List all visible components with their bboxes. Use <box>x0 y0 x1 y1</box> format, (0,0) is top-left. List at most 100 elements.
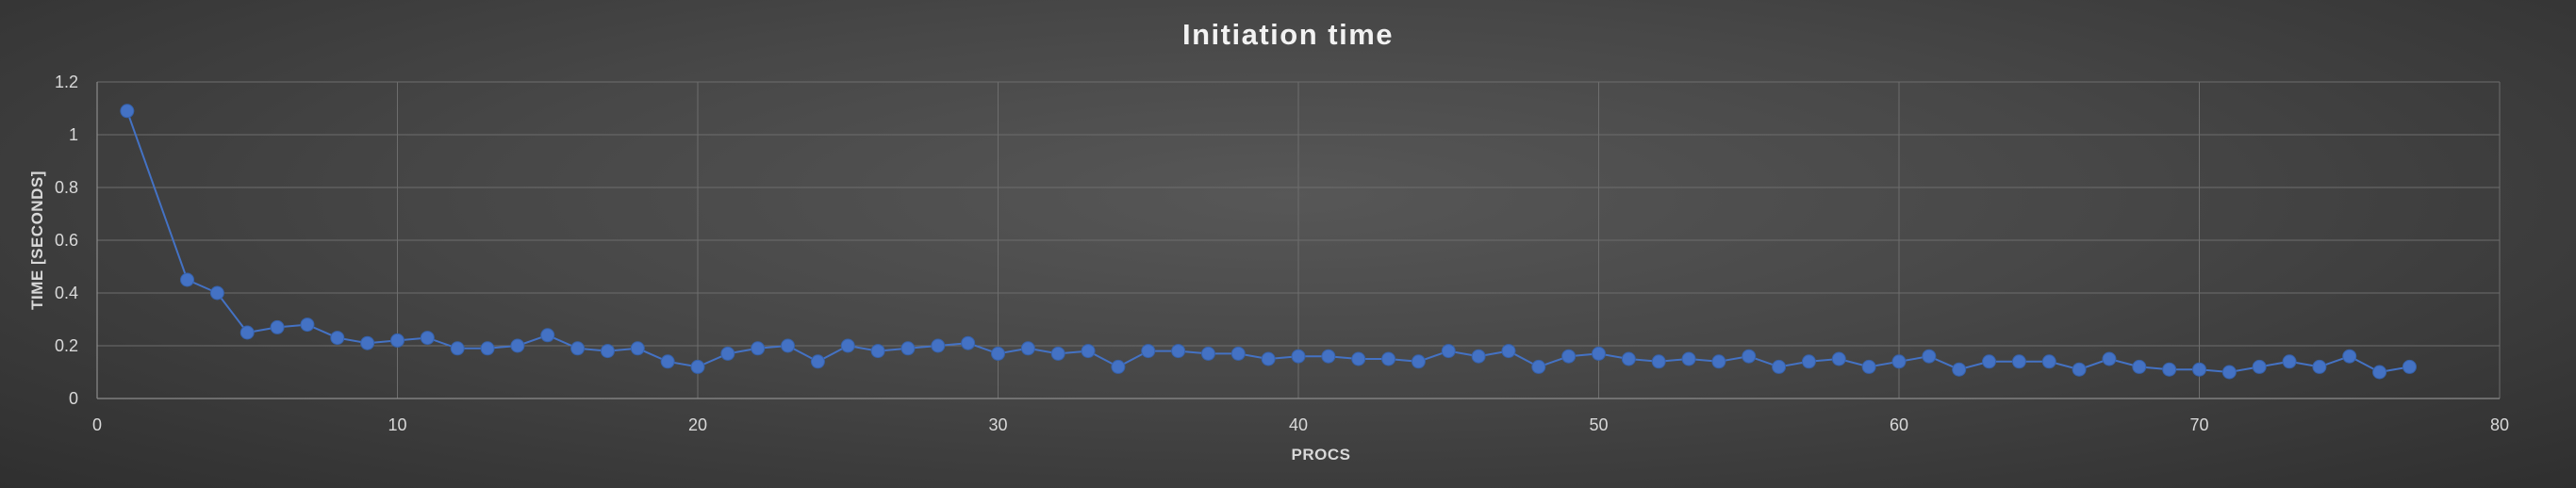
data-point <box>2132 359 2147 374</box>
axes <box>96 82 2500 399</box>
data-point <box>2072 362 2087 377</box>
data-point <box>1772 359 1787 374</box>
data-point <box>1441 344 1456 359</box>
chart-title: Initiation time <box>1182 18 1394 51</box>
data-point <box>330 331 345 346</box>
data-point <box>2282 354 2297 369</box>
gridlines <box>97 81 2501 399</box>
data-point <box>2342 349 2357 364</box>
data-point <box>1531 359 1546 374</box>
data-point <box>209 285 224 301</box>
data-point <box>751 341 766 356</box>
data-point <box>420 331 435 346</box>
data-point <box>1321 349 1336 364</box>
data-point <box>1861 359 1876 374</box>
data-point <box>2221 365 2237 380</box>
y-tick-label: 0.6 <box>55 231 78 250</box>
x-axis-ticks: 0 10 20 30 40 50 60 70 80 <box>92 415 2509 434</box>
data-point <box>1111 359 1126 374</box>
data-point <box>1982 354 1997 369</box>
data-point <box>450 341 465 356</box>
x-tick-label: 70 <box>2189 415 2208 434</box>
data-point <box>690 359 705 374</box>
x-tick-label: 0 <box>92 415 102 434</box>
data-point <box>1261 351 1276 366</box>
x-tick-label: 60 <box>1890 415 1908 434</box>
data-point <box>1651 354 1666 369</box>
y-tick-label: 0.4 <box>55 284 78 302</box>
data-point <box>2192 362 2206 377</box>
data-point <box>931 338 946 353</box>
data-point <box>991 346 1005 361</box>
x-tick-label: 30 <box>988 415 1007 434</box>
data-point <box>870 344 885 359</box>
data-point <box>630 341 645 356</box>
y-tick-label: 0.2 <box>55 336 78 355</box>
data-point <box>840 338 855 353</box>
data-point <box>360 335 375 350</box>
data-point <box>239 325 255 340</box>
data-point <box>2252 359 2267 374</box>
data-point <box>1171 344 1186 359</box>
data-point <box>2312 359 2327 374</box>
data-point <box>1200 346 1215 361</box>
x-tick-label: 50 <box>1589 415 1608 434</box>
data-point <box>1020 341 1035 356</box>
x-tick-label: 10 <box>388 415 406 434</box>
data-point <box>540 328 555 343</box>
data-point <box>570 341 586 356</box>
data-point <box>2102 351 2117 366</box>
y-axis-ticks: 0 0.2 0.4 0.6 0.8 1 1.2 <box>55 73 78 408</box>
data-point <box>2041 354 2056 369</box>
data-point <box>180 272 195 287</box>
data-point <box>900 341 916 356</box>
data-point <box>1922 349 1937 364</box>
data-point <box>720 346 735 361</box>
x-tick-label: 80 <box>2490 415 2509 434</box>
data-point <box>2162 362 2177 377</box>
data-point <box>600 344 615 359</box>
data-point <box>1801 354 1816 369</box>
data-point <box>2402 359 2417 374</box>
data-point <box>1561 349 1577 364</box>
y-tick-label: 1 <box>69 125 78 144</box>
data-point <box>1592 346 1606 361</box>
data-point <box>810 354 825 369</box>
data-point <box>300 317 315 333</box>
data-point <box>1711 354 1726 369</box>
data-point <box>2372 365 2387 380</box>
x-tick-label: 40 <box>1289 415 1308 434</box>
data-point <box>781 338 796 353</box>
data-point <box>1742 349 1757 364</box>
data-point <box>1291 349 1306 364</box>
series <box>120 104 2417 380</box>
x-tick-label: 20 <box>688 415 707 434</box>
data-point <box>1501 344 1516 359</box>
data-point <box>1952 362 1967 377</box>
data-point <box>2011 354 2026 369</box>
y-tick-label: 1.2 <box>55 73 78 91</box>
data-point <box>1081 344 1096 359</box>
data-point <box>270 319 285 334</box>
data-point <box>1831 351 1846 366</box>
data-point <box>390 333 405 348</box>
data-point <box>480 341 495 356</box>
data-point <box>1891 354 1907 369</box>
y-tick-label: 0 <box>69 389 78 408</box>
data-point <box>1050 346 1065 361</box>
data-point <box>120 104 135 119</box>
data-point <box>961 335 976 350</box>
series-line <box>125 110 2410 374</box>
y-tick-label: 0.8 <box>55 178 78 197</box>
data-point <box>1681 351 1696 366</box>
data-point <box>1230 346 1246 361</box>
y-axis-label: TIME [SECONDS] <box>28 171 46 310</box>
data-point <box>1411 354 1426 369</box>
x-axis-label: PROCS <box>1292 446 1351 464</box>
data-point <box>1381 351 1396 366</box>
data-point <box>510 338 525 353</box>
data-point <box>1471 349 1486 364</box>
data-point <box>1621 351 1636 366</box>
